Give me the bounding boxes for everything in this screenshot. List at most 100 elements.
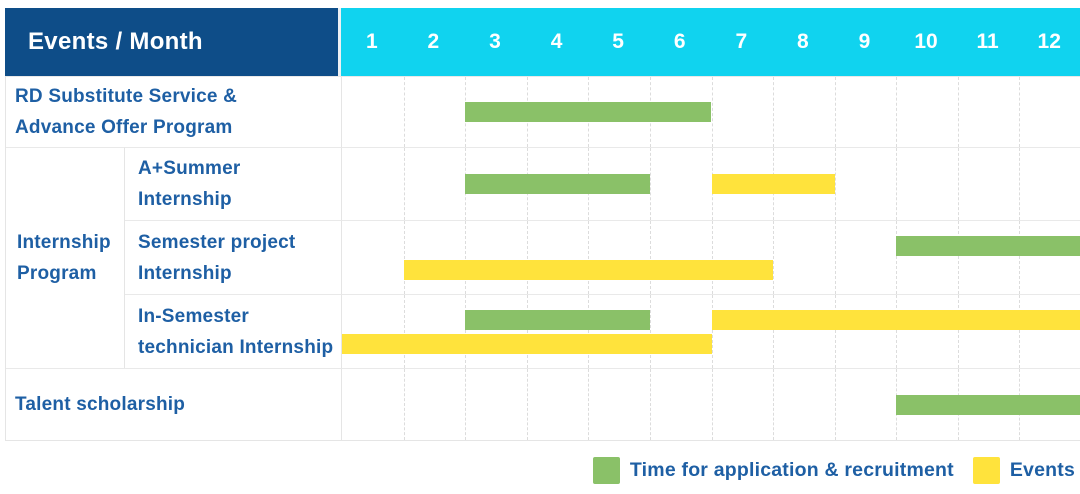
month-gridline [711, 369, 713, 440]
month-header-3: 3 [489, 30, 501, 53]
group-label-text: Internship [17, 232, 111, 253]
month-header-7: 7 [735, 30, 748, 53]
month-gridline [834, 77, 836, 147]
gantt-bar-application [465, 102, 712, 122]
month-gridline [957, 148, 959, 220]
legend-item-events: Events [972, 457, 1075, 484]
gantt-body: RD Substitute Service & Advance Offer Pro… [5, 76, 1080, 441]
sub-row-label-text: Internship [138, 189, 232, 210]
legend-label-application: Time for application & recruitment [629, 459, 954, 481]
month-gridline [834, 369, 836, 440]
row-label-text: Advance Offer Program [15, 117, 233, 138]
header-gap-divider [338, 8, 341, 76]
month-gridline [465, 369, 467, 440]
month-gridline [403, 77, 405, 147]
sub-row-label-text: In-Semester [138, 305, 249, 327]
month-header-5: 5 [612, 30, 624, 53]
row-label: RD Substitute Service & Advance Offer Pro… [6, 76, 342, 147]
table-header-row: Events / Month 1 2 3 4 5 6 7 8 9 10 11 12 [5, 8, 1080, 76]
month-gridline [588, 369, 590, 440]
gantt-bar-events [711, 309, 1080, 330]
month-gridline [649, 148, 651, 220]
month-gridline [526, 295, 528, 368]
chart-cell [342, 147, 1080, 220]
month-gridline [526, 369, 528, 440]
month-gridline [465, 221, 467, 294]
chart-legend: Time for application & recruitment Event… [592, 457, 1075, 484]
month-gridline [773, 369, 775, 440]
month-gridline [957, 77, 959, 147]
month-gridline [1019, 295, 1021, 368]
month-gridline [588, 295, 590, 368]
month-gridline [1019, 148, 1021, 220]
legend-swatch-application [592, 457, 620, 484]
month-gridline [773, 221, 775, 294]
month-gridline [773, 295, 775, 368]
legend-item-application: Time for application & recruitment [592, 457, 954, 484]
month-gridline [1019, 221, 1021, 294]
month-header-4: 4 [550, 30, 563, 53]
chart-cell [342, 368, 1080, 440]
month-gridline [649, 221, 651, 294]
gantt-bar-application [896, 235, 1080, 256]
month-gridline [957, 221, 959, 294]
month-gridline [711, 221, 713, 294]
sub-row-label-text: Internship [138, 262, 232, 284]
month-header-strip: 1 2 3 4 5 6 7 8 9 10 11 12 [341, 8, 1080, 76]
legend-label-events: Events [1009, 459, 1075, 481]
gantt-bar-events [342, 333, 712, 354]
month-gridline [834, 148, 836, 220]
gantt-bar-application [896, 394, 1080, 415]
month-header-1: 1 [365, 30, 378, 53]
chart-cell [342, 294, 1080, 368]
month-gridline [526, 221, 528, 294]
group-label: Internship Program [6, 147, 125, 368]
month-header-8: 8 [797, 30, 809, 53]
legend-swatch-events [972, 457, 1000, 484]
month-gridline [403, 148, 405, 220]
month-gridline [711, 77, 713, 147]
sub-row-label: A+Summer Internship [125, 147, 342, 220]
month-header-12: 12 [1037, 30, 1061, 53]
chart-cell [342, 220, 1080, 294]
month-gridline [957, 295, 959, 368]
table-title: Events / Month [28, 28, 203, 55]
group-label-text: Program [17, 263, 97, 284]
month-gridline [588, 221, 590, 294]
events-month-header-cell: Events / Month [5, 8, 338, 76]
sub-row-label-text: A+Summer [138, 158, 241, 179]
month-gridline [896, 295, 898, 368]
month-header-9: 9 [858, 30, 871, 53]
month-gridline [1019, 77, 1021, 147]
row-label-text: Talent scholarship [15, 394, 186, 415]
gantt-bar-events [403, 259, 774, 280]
month-header-6: 6 [673, 30, 686, 53]
month-gridline [403, 221, 405, 294]
month-header-10: 10 [914, 30, 938, 53]
gantt-table: Events / Month 1 2 3 4 5 6 7 8 9 10 11 12 RD Substi… [5, 8, 1080, 441]
sub-row-label: In-Semester technician Internship [125, 294, 342, 368]
month-gridline [834, 295, 836, 368]
month-gridline [649, 369, 651, 440]
gantt-bar-events [711, 174, 835, 194]
month-header-11: 11 [976, 30, 999, 53]
month-header-2: 2 [427, 30, 440, 53]
month-gridline [896, 221, 898, 294]
month-gridline [649, 295, 651, 368]
month-gridline [403, 369, 405, 440]
month-gridline [403, 295, 405, 368]
chart-cell [342, 76, 1080, 147]
sub-row-label-text: technician Internship [138, 336, 334, 358]
month-gridline [773, 77, 775, 147]
gantt-bar-application [465, 174, 650, 194]
row-label-text: RD Substitute Service & [15, 86, 238, 107]
month-gridline [834, 221, 836, 294]
sub-row-label: Semester project Internship [125, 220, 342, 294]
month-gridline [896, 77, 898, 147]
month-gridline [465, 295, 467, 368]
sub-row-label-text: Semester project [138, 231, 296, 253]
gantt-bar-application [465, 309, 650, 330]
row-label: Talent scholarship [6, 368, 342, 440]
month-gridline [896, 148, 898, 220]
